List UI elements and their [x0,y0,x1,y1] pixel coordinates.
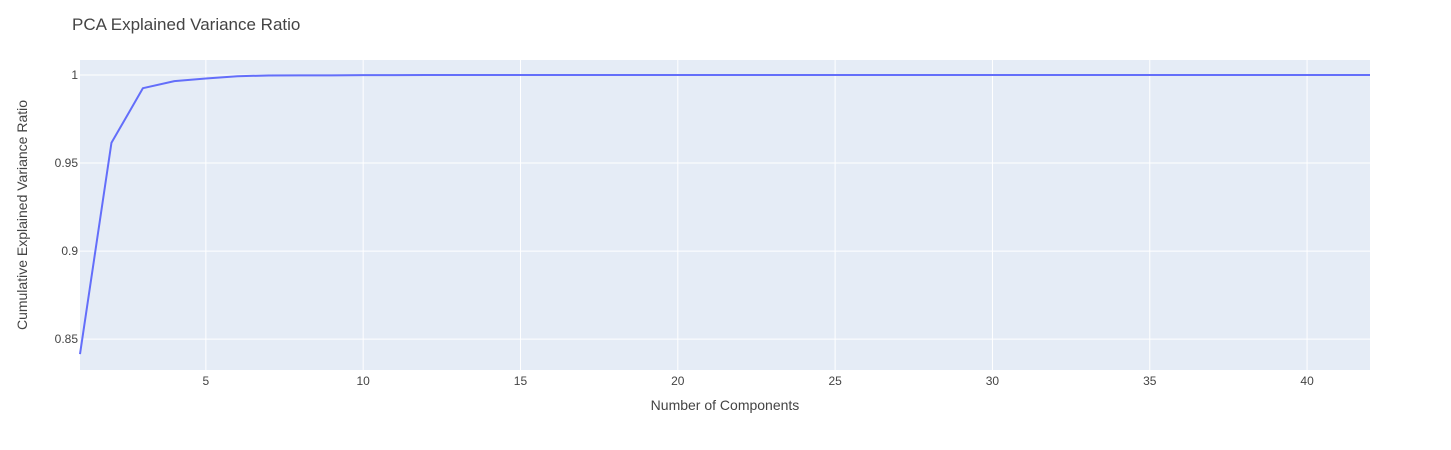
chart-title: PCA Explained Variance Ratio [72,15,300,34]
x-tick-label: 15 [514,374,528,388]
x-tick-label: 20 [671,374,685,388]
x-tick-label: 5 [203,374,210,388]
y-tick-label: 1 [71,68,78,82]
x-tick-label: 40 [1300,374,1314,388]
line-layer [79,73,1370,355]
x-tick-label: 25 [828,374,842,388]
y-tick-label: 0.9 [61,244,78,258]
y-tick-label: 0.95 [55,156,79,170]
x-tick-label: 30 [986,374,1000,388]
series-line [79,73,1370,355]
x-axis-ticks: 5 10 15 20 25 30 35 40 [203,374,1315,388]
y-axis-title: Cumulative Explained Variance Ratio [14,100,30,330]
x-tick-label: 10 [356,374,370,388]
x-axis-title: Number of Components [651,397,800,413]
y-tick-label: 0.85 [55,332,79,346]
plot-area [80,60,1370,370]
x-tick-label: 35 [1143,374,1157,388]
y-axis-ticks: 0.85 0.9 0.95 1 [55,68,79,346]
